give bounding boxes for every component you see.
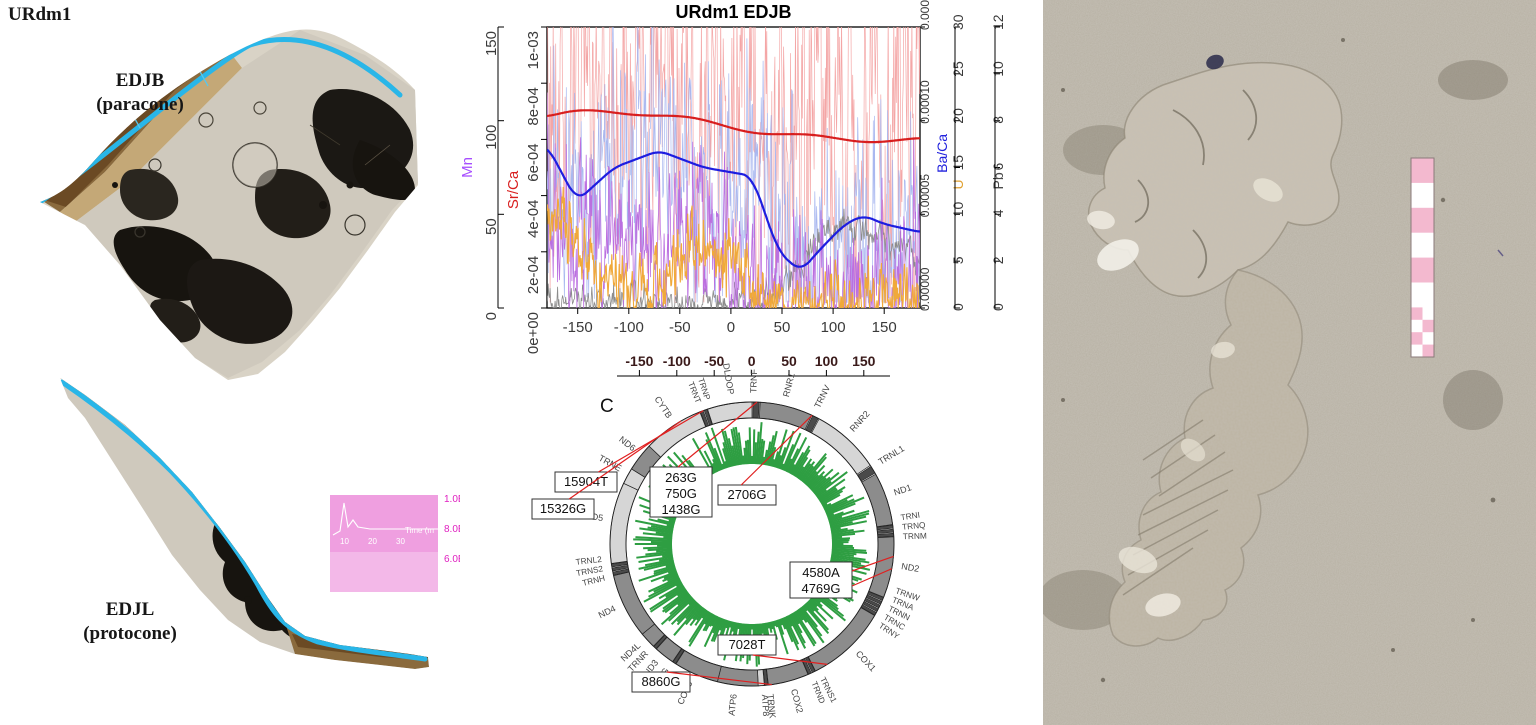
svg-text:COX1: COX1: [854, 649, 878, 674]
svg-text:0.00010: 0.00010: [918, 80, 932, 124]
svg-text:150: 150: [852, 353, 876, 369]
svg-text:TRNF: TRNF: [748, 368, 759, 393]
svg-text:8: 8: [990, 116, 1006, 124]
svg-text:30: 30: [950, 14, 966, 30]
svg-text:DLOOP: DLOOP: [721, 363, 736, 396]
svg-text:4: 4: [990, 209, 1006, 217]
svg-text:Pb: Pb: [990, 172, 1006, 189]
svg-text:-50: -50: [669, 319, 691, 336]
svg-text:100: 100: [821, 319, 846, 336]
svg-text:30: 30: [396, 537, 405, 546]
svg-text:Sr/Ca: Sr/Ca: [505, 170, 522, 209]
svg-text:10: 10: [950, 202, 966, 218]
svg-text:10: 10: [990, 61, 1006, 77]
svg-text:0.00000: 0.00000: [918, 267, 932, 311]
svg-text:ATP6: ATP6: [727, 693, 739, 716]
svg-text:ND2: ND2: [901, 561, 920, 574]
svg-text:-100: -100: [614, 319, 644, 336]
svg-text:25: 25: [950, 61, 966, 77]
svg-text:CYTB: CYTB: [652, 394, 674, 420]
svg-text:1.0E7: 1.0E7: [444, 494, 460, 505]
svg-text:-100: -100: [663, 353, 691, 369]
svg-text:-50: -50: [704, 353, 724, 369]
svg-text:4e-04: 4e-04: [525, 200, 542, 238]
svg-text:(protocone): (protocone): [83, 623, 177, 644]
svg-text:4769G: 4769G: [801, 581, 840, 596]
svg-text:Time (m: Time (m: [405, 526, 434, 535]
svg-text:COX2: COX2: [789, 688, 805, 714]
svg-text:7028T: 7028T: [729, 637, 766, 652]
svg-text:263G: 263G: [665, 470, 697, 485]
svg-text:Mn: Mn: [460, 157, 476, 178]
svg-text:750G: 750G: [665, 486, 697, 501]
svg-text:100: 100: [815, 353, 839, 369]
svg-text:EDJB: EDJB: [116, 70, 165, 91]
svg-text:150: 150: [872, 319, 897, 336]
svg-text:0e+00: 0e+00: [525, 312, 542, 354]
svg-text:6: 6: [990, 163, 1006, 171]
svg-text:ATP8: ATP8: [760, 694, 771, 716]
svg-text:0: 0: [950, 303, 966, 311]
svg-text:0.00005: 0.00005: [918, 174, 932, 218]
svg-text:TRNV: TRNV: [812, 383, 832, 409]
svg-text:100: 100: [483, 125, 500, 150]
svg-text:8.0E6: 8.0E6: [444, 524, 460, 535]
svg-text:EDJL: EDJL: [106, 599, 155, 620]
svg-text:(paracone): (paracone): [96, 94, 184, 115]
svg-text:URdm1 EDJB: URdm1 EDJB: [675, 2, 791, 22]
svg-text:4580A: 4580A: [802, 565, 840, 580]
svg-text:ND1: ND1: [893, 482, 913, 497]
svg-text:15: 15: [950, 155, 966, 171]
svg-text:6.0E6: 6.0E6: [444, 554, 460, 565]
svg-text:8860G: 8860G: [641, 674, 680, 689]
svg-text:8e-04: 8e-04: [525, 87, 542, 125]
svg-text:2: 2: [990, 256, 1006, 264]
svg-text:20: 20: [368, 537, 377, 546]
svg-text:50: 50: [483, 218, 500, 235]
svg-text:ND4: ND4: [597, 603, 618, 620]
svg-text:15326G: 15326G: [540, 501, 586, 516]
svg-text:-150: -150: [563, 319, 593, 336]
svg-text:TRNL1: TRNL1: [877, 443, 907, 466]
svg-text:RNR2: RNR2: [848, 409, 872, 434]
svg-text:5: 5: [950, 256, 966, 264]
svg-text:2706G: 2706G: [727, 487, 766, 502]
svg-text:1e-03: 1e-03: [525, 31, 542, 69]
svg-text:0: 0: [990, 303, 1006, 311]
svg-text:URdm1: URdm1: [8, 4, 71, 25]
svg-text:1438G: 1438G: [661, 502, 700, 517]
svg-text:20: 20: [950, 108, 966, 124]
svg-text:50: 50: [774, 319, 791, 336]
svg-text:-150: -150: [625, 353, 653, 369]
svg-text:12: 12: [990, 14, 1006, 30]
svg-text:Ba/Ca: Ba/Ca: [934, 134, 950, 173]
svg-text:0.00015: 0.00015: [918, 0, 932, 30]
svg-text:0: 0: [727, 319, 735, 336]
svg-text:TRNM: TRNM: [903, 531, 927, 542]
svg-text:U: U: [950, 179, 966, 189]
svg-text:2e-04: 2e-04: [525, 256, 542, 294]
svg-text:150: 150: [483, 31, 500, 56]
svg-text:50: 50: [781, 353, 797, 369]
svg-text:C: C: [600, 396, 614, 417]
svg-text:10: 10: [340, 537, 349, 546]
svg-text:0: 0: [483, 312, 500, 320]
svg-text:6e-04: 6e-04: [525, 143, 542, 181]
svg-text:0: 0: [748, 353, 756, 369]
